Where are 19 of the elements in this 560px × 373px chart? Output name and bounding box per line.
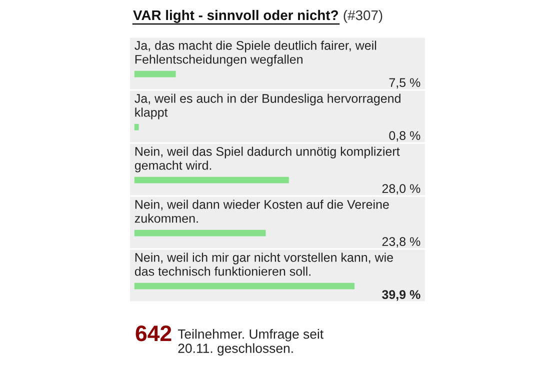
bar bbox=[134, 70, 176, 78]
text: 642 bbox=[136, 325, 172, 342]
data-label: 23,8 % bbox=[382, 237, 420, 248]
bar bbox=[134, 230, 266, 236]
bar bbox=[134, 124, 139, 130]
y-tick-label: Nein, weil dann wieder Kosten auf die Vereine zukommen. bbox=[134, 200, 389, 223]
data-label: 0,8 % bbox=[389, 131, 420, 142]
data-label: 28,0 % bbox=[382, 184, 420, 194]
data-label: 39,9 % bbox=[382, 290, 420, 301]
chart-subtitle: (#307) bbox=[344, 10, 382, 23]
bar bbox=[134, 282, 355, 290]
y-tick-label: Ja, weil es auch in der Bundesliga hervorragend klappt bbox=[134, 94, 400, 120]
bar bbox=[134, 176, 289, 184]
y-tick-label: Nein, weil ich mir gar nicht vorstellen kann, wie das technisch funktionieren soll. bbox=[134, 252, 393, 276]
text: Teilnehmer. Umfrage seit 20.11. geschlossen. bbox=[178, 329, 324, 356]
y-tick-label: Nein, weil das Spiel dadurch unnötig kompliziert gemacht wird. bbox=[134, 146, 400, 172]
data-label: 7,5 % bbox=[389, 78, 420, 88]
chart-title: VAR light - sinnvoll oder nicht? bbox=[133, 10, 338, 23]
y-tick-label: Ja, das macht die Spiele deutlich fairer, weil Fehlentscheidungen wegfallen bbox=[134, 40, 376, 66]
